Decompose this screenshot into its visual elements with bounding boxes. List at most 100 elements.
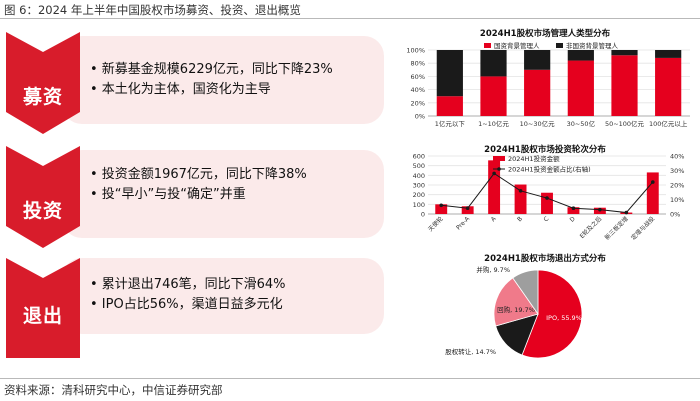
x-tick-label: 50~100亿元: [605, 119, 645, 128]
y-tick-label: 0: [421, 211, 425, 219]
slice-label: 股权转让, 14.7%: [445, 347, 496, 356]
slice-label: 并购, 9.7%: [476, 265, 510, 274]
bar-segment: [480, 50, 507, 77]
bar-segment: [567, 60, 594, 116]
bullet-text: • IPO占比56%，渠道日益多元化: [90, 297, 283, 312]
bullet-text: • 本土化为主体，国资化为主导: [90, 82, 271, 97]
legend-label: 国资背景管理人: [494, 41, 540, 50]
bullet-text: • 累计退出746笔，同比下滑64%: [90, 277, 286, 292]
line-point: [598, 207, 602, 212]
bar-segment: [611, 50, 638, 56]
line-point: [571, 206, 576, 210]
slice-label: IPO, 55.9%: [546, 314, 582, 322]
source-note: 资料来源：清科研究中心，中信证券研究部: [4, 383, 223, 397]
x-tick-label: B: [516, 215, 524, 223]
chevron-shape: [6, 146, 80, 248]
y2-tick-label: 10%: [670, 196, 684, 204]
bar-segment: [436, 96, 463, 116]
bar-segment: [480, 76, 507, 116]
section-bullets-fundraising: • 新募基金规模6229亿元，同比下降23% • 本土化为主体，国资化为主导: [90, 60, 333, 100]
legend-label: 2024H1投资金额占比(右轴): [508, 165, 591, 174]
section-chevron-fundraising: 募资: [6, 32, 80, 134]
legend-swatch: [484, 43, 491, 48]
bar: [435, 204, 448, 214]
bar-segment: [524, 50, 551, 70]
y-tick-label: 20%: [411, 99, 425, 107]
pie-slice: [512, 269, 539, 316]
section-bullets-investment: • 投资金额1967亿元，同比下降38% • 投“早小”与投“确定”并重: [90, 165, 307, 205]
legend-label: 非国资背景管理人: [566, 41, 619, 50]
bullet-text: • 投资金额1967亿元，同比下降38%: [90, 167, 307, 182]
y-tick-label: 100: [413, 201, 425, 209]
line-point: [624, 210, 629, 215]
y-tick-label: 200: [413, 191, 425, 199]
x-tick-label: Pre-A: [455, 215, 472, 232]
y-tick-label: 40%: [411, 86, 425, 94]
section-chevron-exit: 退出: [6, 258, 80, 358]
bar: [488, 160, 501, 214]
bar: [541, 192, 553, 214]
bullet-text: • 投“早小”与投“确定”并重: [90, 187, 246, 202]
y-tick-label: 500: [413, 162, 425, 170]
chart1-stacked-bar: 0% 20% 40% 60% 80% 100% 1亿元以下 1~10亿元 10~30亿元 30~5…: [406, 41, 690, 128]
section-bullet-panel-investment: [62, 150, 384, 238]
bar-segment: [611, 55, 638, 116]
chart1-title: 2024H1股权市场管理人类型分布: [479, 29, 611, 39]
line-point: [465, 206, 470, 210]
y2-tick-label: 0%: [670, 211, 680, 219]
x-tick-label: 100亿元以上: [649, 119, 688, 128]
bar-segment: [436, 50, 463, 97]
bar: [514, 184, 527, 214]
bottom-rule: [0, 378, 700, 379]
x-tick-label: 10~30亿元: [520, 119, 555, 128]
section-label-exit: 退出: [22, 305, 63, 327]
section-bullet-panel-exit: [62, 258, 384, 334]
chart2-title: 2024H1股权市场投资轮次分布: [484, 145, 606, 155]
section-label-investment: 投资: [22, 200, 63, 222]
slice-label: 回购, 19.7%: [497, 305, 535, 314]
chart3-title: 2024H1股权市场退出方式分布: [484, 254, 606, 264]
x-tick-label: C: [542, 215, 550, 223]
y-tick-label: 0%: [415, 113, 425, 121]
x-tick-label: 1~10亿元: [478, 119, 509, 128]
y-tick-label: 100%: [406, 47, 425, 55]
bar: [646, 172, 659, 214]
bar: [461, 206, 474, 214]
x-tick-label: E轮及之后: [578, 215, 603, 240]
x-tick-label: 30~50亿: [567, 119, 596, 128]
y2-tick-label: 20%: [670, 182, 684, 190]
line-point: [650, 180, 655, 184]
y-tick-label: 600: [413, 153, 425, 161]
section-bullet-panel-fundraising: [62, 36, 384, 124]
bar-segment: [524, 69, 551, 116]
pie-slice: [521, 269, 583, 359]
legend-label: 2024H1投资金额: [508, 154, 560, 163]
top-rule: [0, 18, 700, 19]
section-label-fundraising: 募资: [22, 86, 63, 108]
y-tick-label: 300: [413, 182, 425, 190]
legend-swatch: [493, 156, 505, 161]
x-tick-label: 定增与战投: [629, 215, 656, 240]
chevron-shape: [6, 258, 80, 358]
section-chevron-investment: 投资: [6, 146, 80, 248]
line-point: [439, 203, 444, 208]
y2-tick-label: 30%: [670, 167, 684, 175]
legend-marker: [497, 167, 501, 171]
pie-slice: [493, 277, 539, 327]
y-tick-label: 60%: [411, 73, 425, 81]
bar-segment: [655, 50, 682, 58]
y2-tick-label: 40%: [670, 153, 684, 161]
bar-segment: [567, 50, 594, 61]
y-tick-label: 80%: [411, 60, 425, 68]
section-bullets-exit: • 累计退出746笔，同比下滑64% • IPO占比56%，渠道日益多元化: [90, 275, 286, 315]
line-point: [518, 189, 523, 193]
y-tick-label: 400: [413, 172, 425, 180]
figure-title: 图 6：2024 年上半年中国股权市场募资、投资、退出概览: [4, 3, 301, 17]
line-point: [545, 196, 549, 200]
bullet-text: • 新募基金规模6229亿元，同比下降23%: [90, 62, 333, 77]
x-tick-label: 天使轮: [426, 215, 444, 233]
bar: [567, 207, 580, 214]
line-point: [492, 171, 496, 176]
legend-swatch: [556, 43, 563, 48]
